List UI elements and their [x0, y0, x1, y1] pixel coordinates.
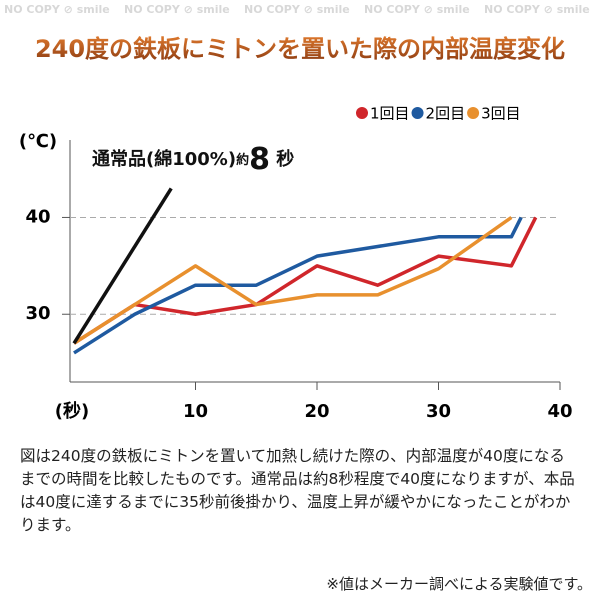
x-axis-label: (秒)	[55, 400, 89, 422]
watermark-text: NO COPY ⊘ smile	[484, 3, 590, 16]
annotation: 通常品(綿100%)約8 秒	[92, 142, 294, 177]
legend-label: 2回目	[426, 105, 466, 123]
legend-marker	[356, 107, 368, 119]
watermark-text: NO COPY ⊘ smile	[364, 3, 470, 16]
description: 図は240度の鉄板にミトンを置いて加熱し続けた際の、内部温度が40度になるまでの…	[20, 447, 575, 534]
annotation-part: 通常品(綿100%)	[92, 148, 236, 170]
annotation-part: 秒	[276, 148, 294, 170]
reference-line	[72, 187, 173, 345]
x-tick-label: 10	[183, 401, 208, 422]
legend-marker	[467, 107, 480, 119]
annotation-part: 8	[249, 142, 270, 177]
watermark-text: NO COPY ⊘ smile	[244, 3, 350, 16]
chart-title: 240度の鉄板にミトンを置いた際の内部温度変化	[35, 35, 565, 63]
series-line	[73, 216, 513, 345]
legend-label: 1回目	[370, 105, 410, 123]
series-line	[73, 216, 538, 345]
y-tick-label: 40	[25, 206, 50, 227]
series-line	[73, 216, 523, 355]
watermark: NO COPY ⊘ smile NO COPY ⊘ smile NO COPY ⊘ …	[4, 3, 590, 16]
x-tick-label: 40	[547, 401, 572, 422]
chart: NO COPY ⊘ smile NO COPY ⊘ smile NO COPY ⊘ …	[4, 3, 590, 422]
y-axis-label: (℃)	[19, 131, 57, 152]
legend-label: 3回目	[481, 105, 521, 123]
x-tick-label: 20	[304, 401, 329, 422]
footnote: ※値はメーカー調べによる実験値です。	[326, 575, 592, 593]
legend-marker	[411, 107, 424, 119]
y-tick-label: 30	[25, 303, 50, 324]
annotation-part: 約	[236, 152, 249, 168]
watermark-text: NO COPY ⊘ smile	[4, 3, 110, 16]
x-tick-label: 30	[426, 401, 451, 422]
watermark-text: NO COPY ⊘ smile	[124, 3, 230, 16]
